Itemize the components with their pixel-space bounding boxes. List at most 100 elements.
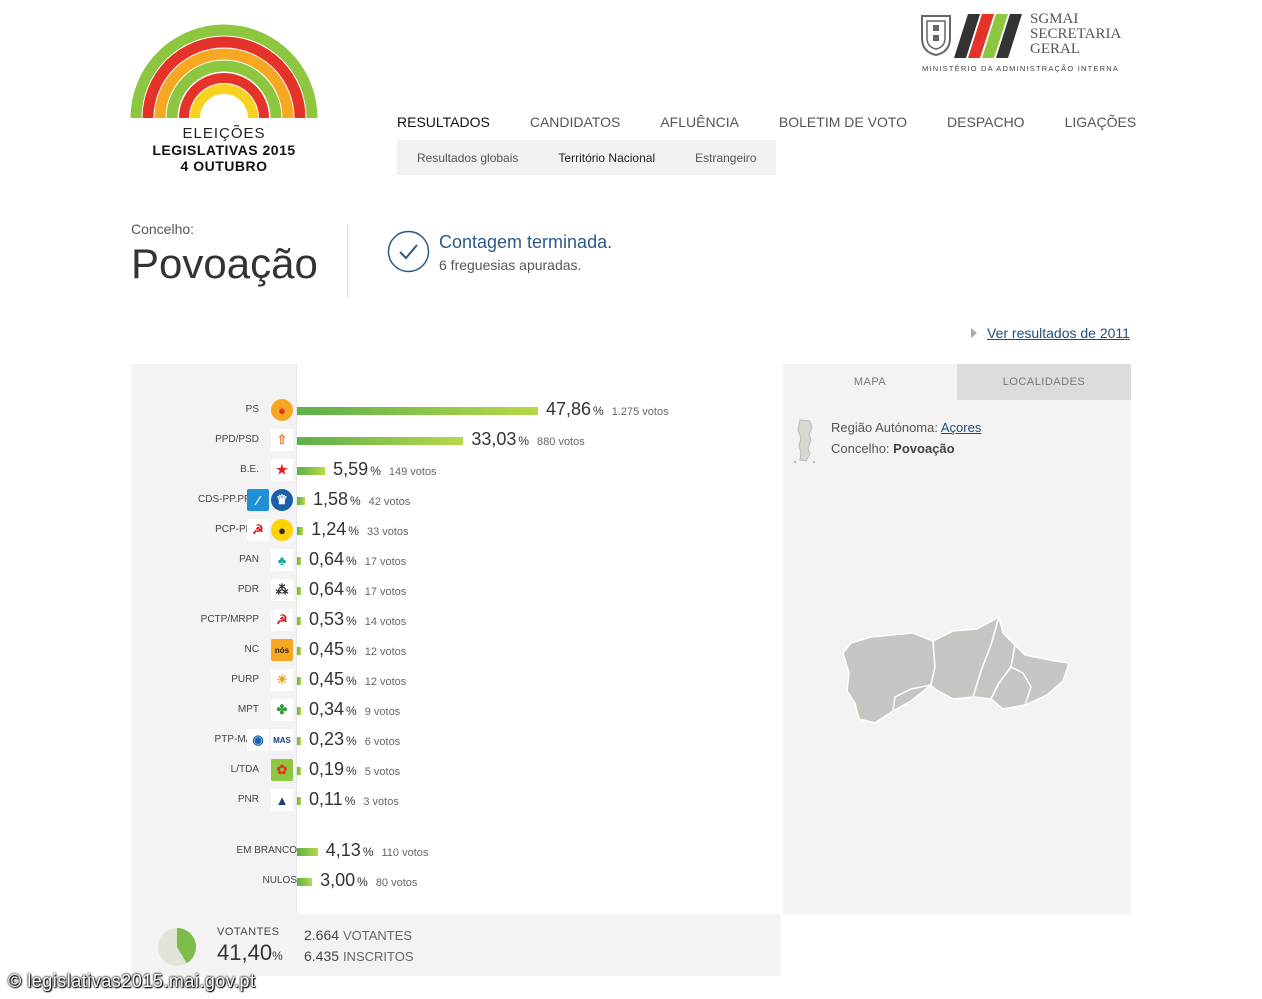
turnout-panel: VOTANTES 41,40% 2.664 VOTANTES 6.435 INS… [131,914,781,976]
result-percent: 0,34% 9 votos [309,699,400,720]
inscritos-count: 6.435 INSCRITOS [304,948,414,964]
concelho-line: Concelho: Povoação [831,441,955,456]
nav-item-4[interactable]: DESPACHO [947,114,1025,130]
previous-results-link-text[interactable]: Ver resultados de 2011 [987,325,1130,341]
tab-map[interactable]: MAPA [783,364,957,400]
rainbow-logo-icon [130,24,318,119]
party-icons: ♣ [245,549,293,571]
status-title: Contagem terminada. [439,232,613,252]
result-percent: 4,13% 110 votos [326,840,429,861]
subnav-item-1[interactable]: Território Nacional [558,150,656,165]
vote-count: 80 votos [375,877,418,889]
result-percent: 47,86% 1.275 votos [546,399,669,420]
percent-value: 3,00 [320,870,356,890]
vote-count: 5 votos [364,766,401,778]
check-circle-icon [387,230,430,273]
result-percent: 0,45% 12 votos [309,669,406,690]
party-icons: nós [245,639,293,661]
party-name: EM BRANCO [236,845,297,856]
nav-item-0[interactable]: RESULTADOS [397,114,490,130]
party-name: B.E. [240,464,259,475]
sgmai-mark-icon [954,14,1022,58]
result-row: PTP-MAS ◉ MAS 0,23% 6 votos [131,729,781,751]
percent-sign: % [350,494,361,508]
sgmai-secretaria: SECRETARIA [1030,26,1122,42]
result-bar [297,797,301,805]
result-percent: 0,23% 6 votos [309,729,400,750]
votantes-label: VOTANTES [217,926,280,938]
result-row: MPT ✤ 0,34% 9 votos [131,699,781,721]
party-name: PTP-MAS [214,734,259,745]
percent-sign: % [362,845,374,859]
map-tabs: MAPA LOCALIDADES [783,364,1131,400]
party-name: PURP [231,674,259,685]
result-percent: 0,64% 17 votos [309,579,406,600]
party-name: L/TDA [230,764,259,775]
percent-value: 5,59 [333,459,369,479]
vote-count: 3 votos [363,796,399,808]
header-divider [347,224,348,298]
result-row: NC nós 0,45% 12 votos [131,639,781,661]
freguesia-west [842,632,936,724]
percent-sign: % [346,554,357,568]
concelho-label: Concelho: [131,221,195,237]
votantes-number: 2.664 [304,927,340,943]
percent-value: 1,24 [311,519,347,539]
turnout-percent: 41,40% [217,940,283,966]
party-icons: ✿ [245,759,293,781]
result-bar [297,707,301,715]
sgmai-logo[interactable]: SGMAI SECRETARIA GERAL MINISTÉRIO DA ADM… [920,12,1130,76]
vote-count: 110 votos [381,847,429,859]
purp-party-logo-icon: ☀ [271,669,293,691]
map-concelho-label: Concelho: [831,441,890,456]
percent-value: 0,34 [309,699,345,719]
logo-line-3: 4 OUTUBRO [180,158,268,174]
result-percent: 5,59% 149 votos [333,459,436,480]
tab-localidades[interactable]: LOCALIDADES [957,364,1131,400]
percent-sign: % [370,464,381,478]
vote-count: 17 votos [364,586,407,598]
triangle-right-icon [971,328,977,338]
votantes-count: 2.664 VOTANTES [304,927,412,943]
vote-count: 42 votos [368,496,411,508]
logo-line-2: LEGISLATIVAS 2015 [152,142,296,158]
nav-item-2[interactable]: AFLUÊNCIA [660,114,739,130]
percent-sign: % [518,434,530,448]
nav-item-3[interactable]: BOLETIM DE VOTO [778,114,908,130]
nav-item-1[interactable]: CANDIDATOS [529,114,621,130]
result-bar [297,587,301,595]
vote-count: 6 votos [364,736,401,748]
party-name: PAN [239,554,259,565]
ppm-party-logo-icon: ♛ [271,489,293,511]
vote-count: 12 votos [364,646,407,658]
party-name: NULOS [262,875,297,886]
result-row: PURP ☀ 0,45% 12 votos [131,669,781,691]
subnav-item-2[interactable]: Estrangeiro [695,150,757,165]
region-label: Região Autónoma: [831,420,938,435]
previous-results-link[interactable]: Ver resultados de 2011 [971,325,1130,341]
percent-sign: % [348,524,359,538]
result-row: PS ● 47,86% 1.275 votos [131,399,781,421]
result-bar [297,848,318,856]
nav-item-5[interactable]: LIGAÇÕES [1064,114,1137,130]
election-logo[interactable]: ELEIÇÕES LEGISLATIVAS 2015 4 OUTUBRO [128,14,320,179]
result-percent: 33,03% 880 votos [471,429,584,450]
status-subtitle: 6 freguesias apuradas. [439,257,582,273]
povoacao-map[interactable] [841,615,1075,727]
portugal-shield-icon [921,15,951,56]
percent-value: 0,53 [309,609,345,629]
turnout-percent-value: 41,40 [217,940,273,965]
pan-party-logo-icon: ♣ [271,549,293,571]
region-link[interactable]: Açores [940,420,982,435]
subnav-item-0[interactable]: Resultados globais [417,150,519,165]
result-bar [297,557,301,565]
results-chart: PS ● 47,86% 1.275 votos PPD/PSD ⇧ 33,03% 880 vo… [131,364,781,914]
pev-party-logo-icon: ● [271,519,293,541]
percent-value: 4,13 [325,840,361,860]
copyright-watermark: © legislativas2015.mai.gov.pt [8,971,256,991]
votantes-caption: VOTANTES [342,928,413,943]
result-bar [297,878,313,886]
page-title: Povoação [131,240,318,287]
party-name: PS [245,404,259,415]
be-party-logo-icon: ★ [271,459,293,481]
